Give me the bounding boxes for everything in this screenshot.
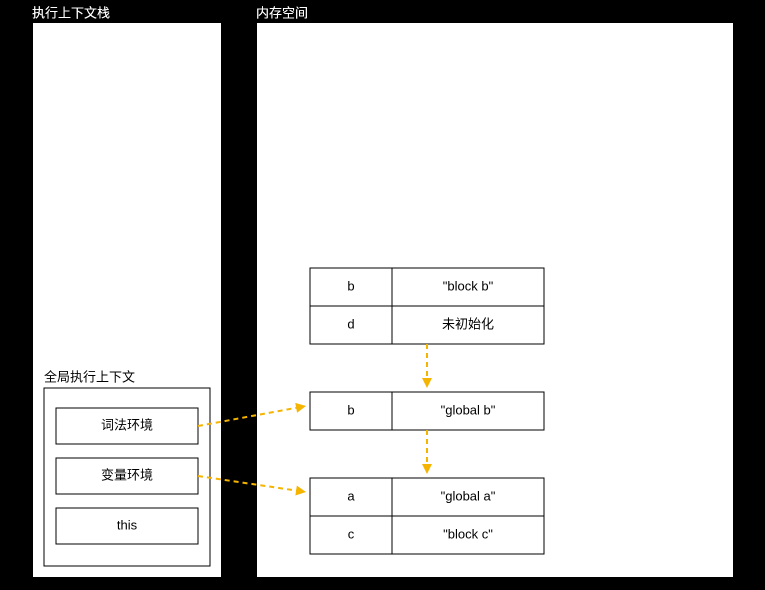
ctx-item-label-1: 变量环境 <box>101 467 153 482</box>
ctx-item-label-0: 词法环境 <box>101 417 153 432</box>
mem-table-1-val-0: "block b" <box>443 278 494 293</box>
ctx-item-label-2: this <box>117 517 138 532</box>
mem-table-3-key-1: c <box>348 526 355 541</box>
global-ctx-title2: 全局执行上下文 <box>44 369 135 384</box>
mem-table-2-key-0: b <box>347 402 354 417</box>
stack-title-top: 执行上下文栈 <box>32 5 110 20</box>
mem-table-1-key-0: b <box>347 278 354 293</box>
memory-title-top: 内存空间 <box>256 5 308 20</box>
mem-table-3-key-0: a <box>347 488 355 503</box>
mem-table-2 <box>310 392 544 430</box>
mem-table-3-val-0: "global a" <box>441 488 496 503</box>
mem-table-1-key-1: d <box>347 316 354 331</box>
mem-table-3-val-1: "block c" <box>443 526 493 541</box>
mem-table-1-val-1: 未初始化 <box>442 316 494 331</box>
mem-table-2-val-0: "global b" <box>441 402 496 417</box>
